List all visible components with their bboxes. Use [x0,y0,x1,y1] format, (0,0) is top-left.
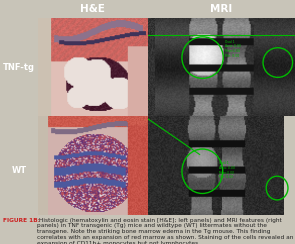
Text: FIGURE 1B:: FIGURE 1B: [3,217,40,223]
Text: TNF-tg: TNF-tg [3,63,35,72]
Text: MRI: MRI [210,4,232,14]
Text: Oval 1
Area: 0.00
Mean:0.00
Min: 0.00: Oval 1 Area: 0.00 Mean:0.00 Min: 0.00 [225,40,241,58]
Text: Histologic (hematoxylin and eosin stain [H&E]; left panels) and MRI features (ri: Histologic (hematoxylin and eosin stain … [37,217,293,244]
Text: H&E: H&E [81,4,105,14]
Text: WT: WT [12,166,27,175]
Text: Oval 1
Area: 0.00
Mean:0.00
Min: 0.00: Oval 1 Area: 0.00 Mean:0.00 Min: 0.00 [219,161,235,179]
